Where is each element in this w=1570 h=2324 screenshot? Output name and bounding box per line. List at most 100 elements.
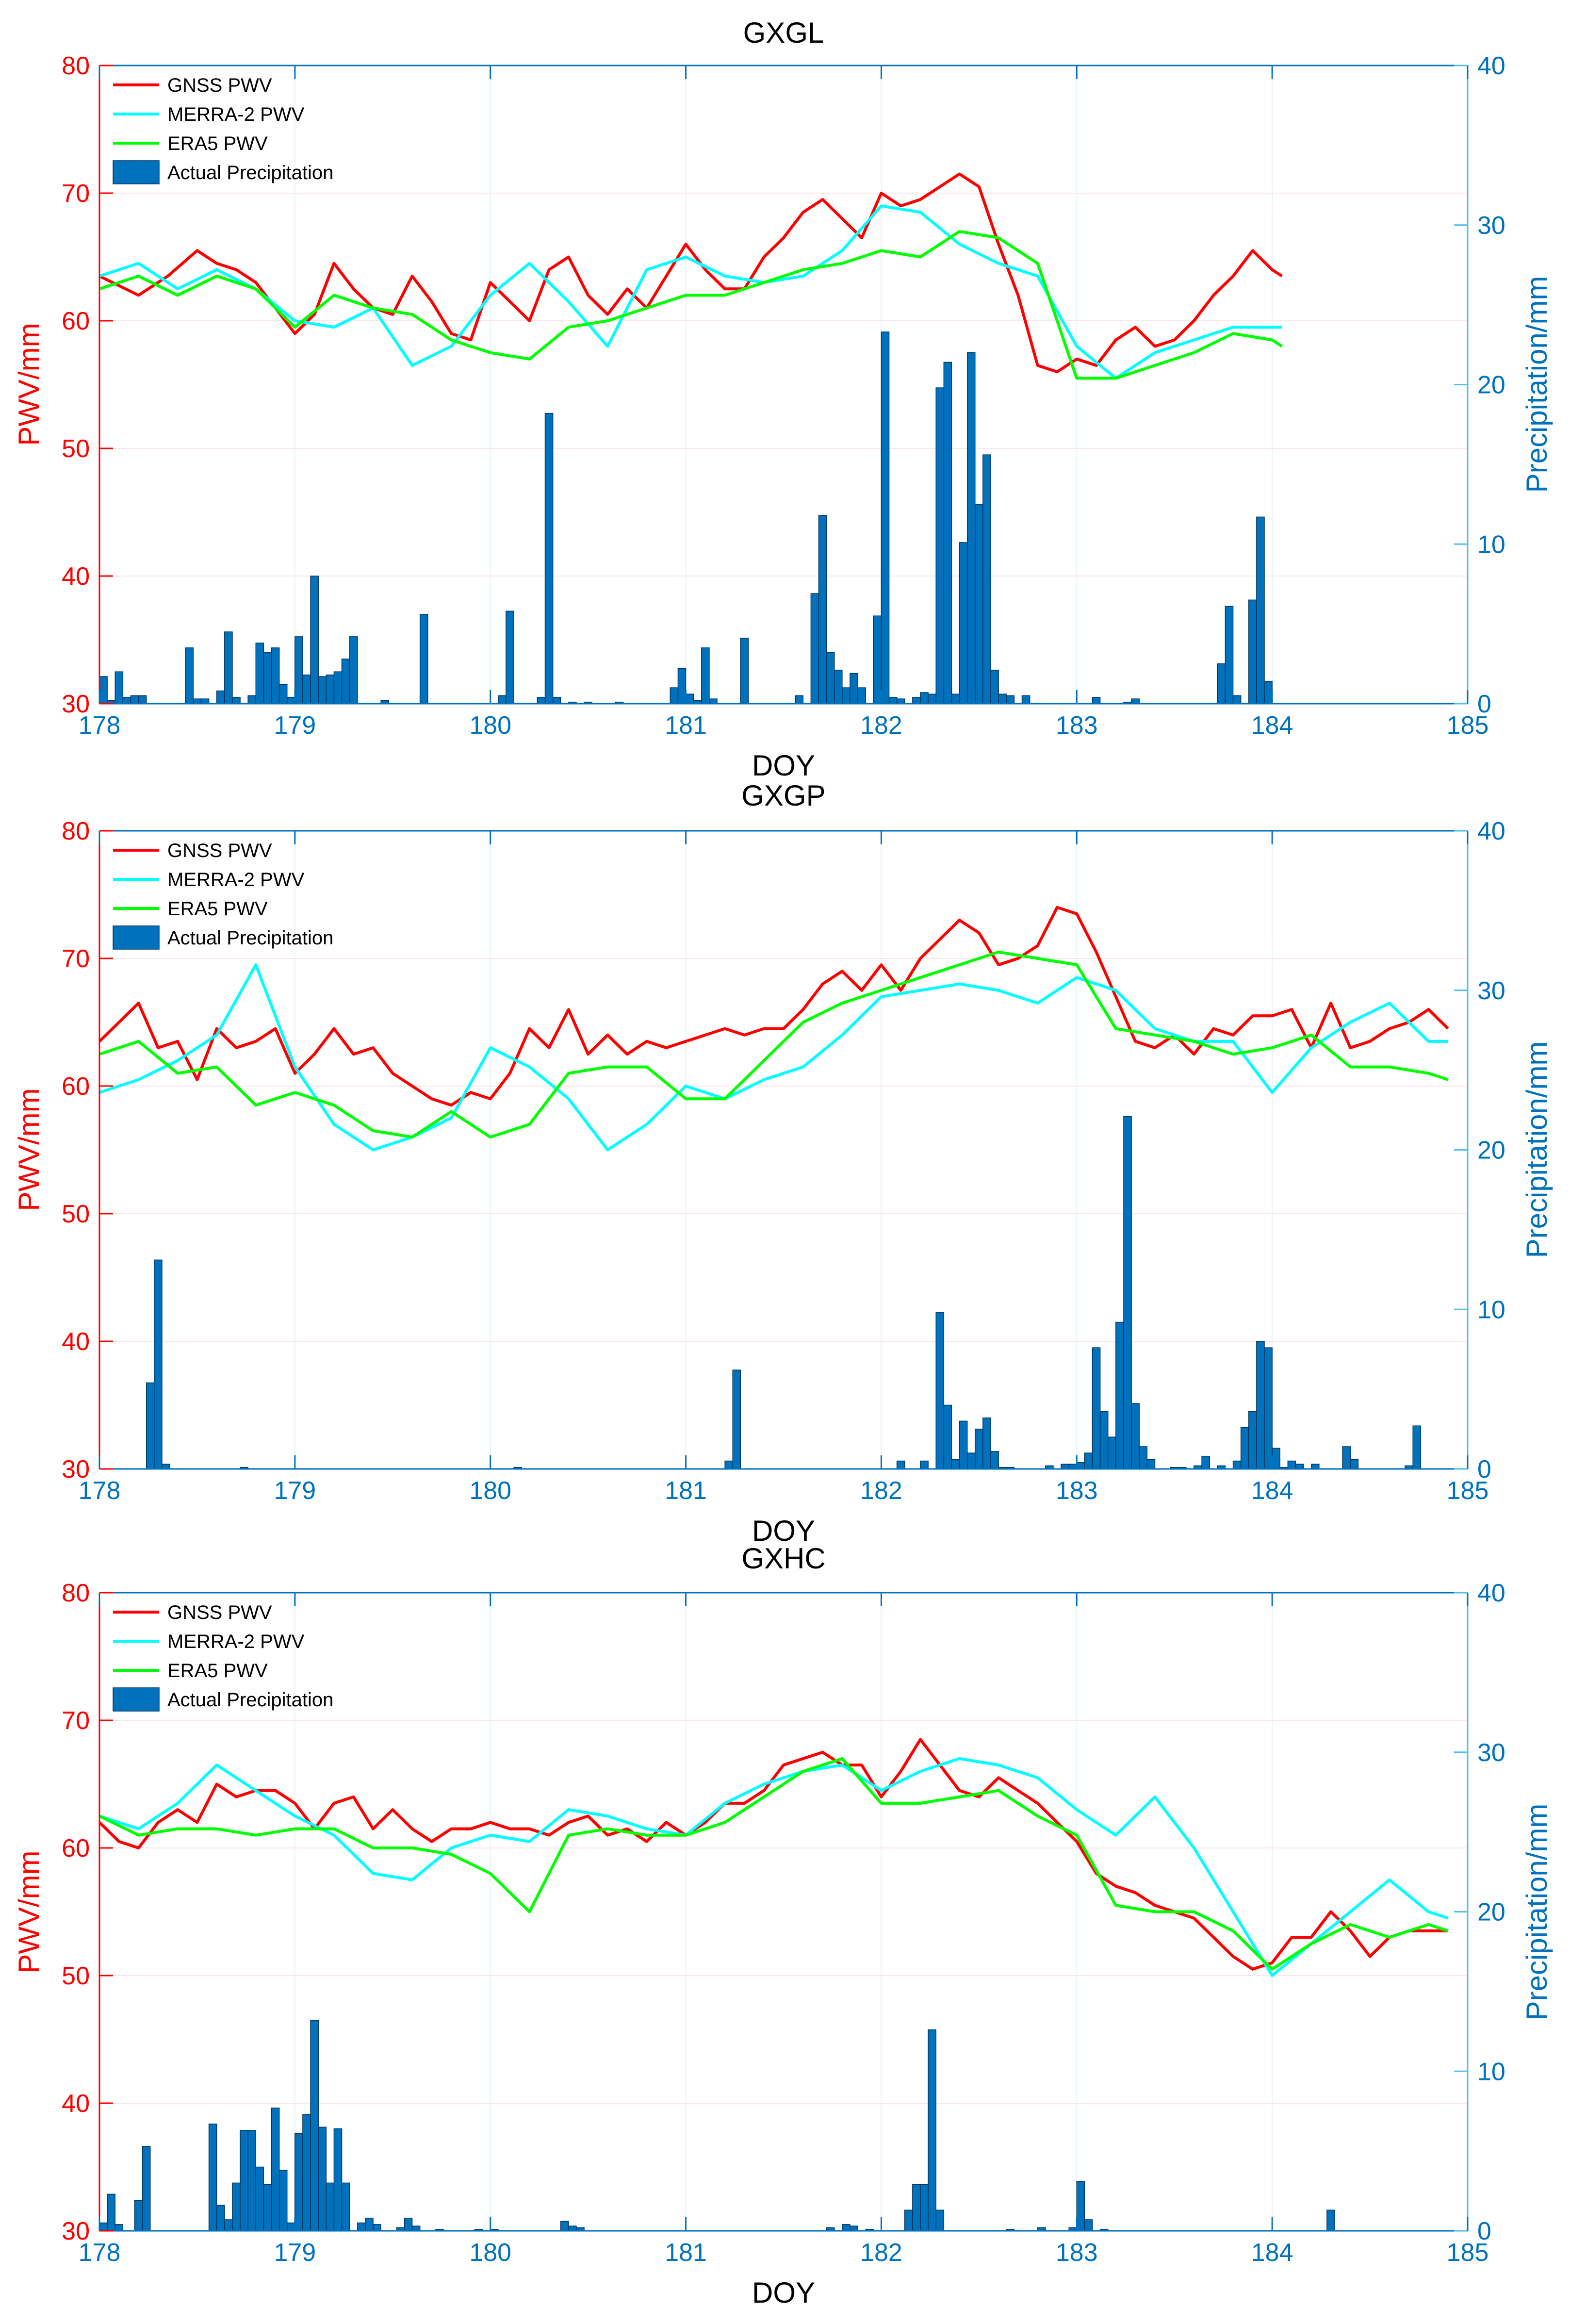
precip-bar xyxy=(278,2170,288,2231)
pwv-lines xyxy=(98,906,1449,1152)
y-tick-label-left: 30 xyxy=(62,690,90,718)
precip-bar xyxy=(701,647,710,704)
precip-bar xyxy=(818,515,827,704)
precipitation-bars xyxy=(146,1116,1422,1469)
precip-bar xyxy=(326,2182,335,2231)
y-tick-label-left: 50 xyxy=(62,1962,90,1990)
y-tick-label-left: 60 xyxy=(62,1834,90,1862)
precip-bar xyxy=(134,2200,143,2231)
x-tick-label: 179 xyxy=(274,2239,316,2267)
precip-bar xyxy=(373,2224,381,2231)
precip-bar xyxy=(912,2184,921,2231)
y-tick-label-left: 40 xyxy=(62,1328,90,1356)
era5-pwv-line xyxy=(99,230,1283,380)
precip-bar xyxy=(928,2029,936,2231)
precip-bar xyxy=(975,504,983,704)
precip-bar xyxy=(1217,663,1226,704)
precip-bar xyxy=(826,652,835,704)
precip-bar xyxy=(881,331,890,704)
gnss-pwv-line xyxy=(98,1738,1448,1971)
precipitation-bars xyxy=(99,331,1273,704)
y-tick-label-right: 10 xyxy=(1477,2058,1505,2086)
precip-bar xyxy=(990,670,999,704)
x-tick-label: 182 xyxy=(860,2239,902,2267)
precip-bar xyxy=(224,2219,233,2231)
era5-pwv-line xyxy=(99,950,1449,1139)
legend-merra2: MERRA-2 PWV xyxy=(113,869,305,890)
y-tick-label-left: 80 xyxy=(62,52,90,80)
precip-bar xyxy=(1350,1459,1359,1469)
legend-bar-swatch xyxy=(113,160,160,184)
precip-bar xyxy=(904,2209,913,2231)
y-tick-label-right: 40 xyxy=(1477,52,1505,80)
precip-bar xyxy=(99,676,108,704)
pwv-lines xyxy=(98,172,1283,380)
precip-bar xyxy=(404,2217,413,2231)
legend-label: MERRA-2 PWV xyxy=(167,869,305,890)
y-tick-label-right: 30 xyxy=(1477,977,1505,1005)
precip-bar xyxy=(255,643,264,704)
x-tick-label: 182 xyxy=(860,1477,902,1505)
plot-area xyxy=(99,66,1468,704)
precip-bar xyxy=(685,693,694,704)
legend-gnss: GNSS PWV xyxy=(113,1602,272,1623)
precip-bar xyxy=(1264,681,1273,704)
precip-bar xyxy=(1256,516,1265,704)
precip-bar xyxy=(240,2130,248,2231)
precip-bar xyxy=(920,692,929,704)
legend-merra2: MERRA-2 PWV xyxy=(113,1631,305,1652)
x-tick-label: 178 xyxy=(79,1477,121,1505)
precip-bar xyxy=(107,2193,115,2231)
y-tick-label-left: 30 xyxy=(62,1455,90,1483)
y-tick-label-left: 60 xyxy=(62,1072,90,1101)
y-tick-label-right: 20 xyxy=(1477,371,1505,399)
x-tick-label: 180 xyxy=(469,1477,511,1505)
y-tick-label-right: 10 xyxy=(1477,530,1505,559)
precip-bar xyxy=(185,647,194,704)
panel-title: GXHC xyxy=(741,1542,825,1575)
legend-bar-swatch xyxy=(113,925,160,950)
y-axis-label-left: PWV/mm xyxy=(13,1088,45,1211)
merra2-pwv-line xyxy=(99,1757,1449,1977)
precip-bar xyxy=(1115,1321,1124,1469)
precip-bar xyxy=(912,697,921,704)
x-tick-label: 184 xyxy=(1251,711,1293,740)
panel-gxhc: GXHC DOY PWV/mm Precipitation/mm 30 40 50 6… xyxy=(13,1542,1553,2309)
precip-bar xyxy=(1021,695,1030,704)
plot-area xyxy=(99,831,1468,1469)
legend-bar-swatch xyxy=(113,1687,160,1712)
precip-bar xyxy=(302,675,311,704)
x-tick-label: 181 xyxy=(665,1477,707,1505)
precip-bar xyxy=(842,687,850,704)
precip-bar xyxy=(506,610,514,704)
precip-bar xyxy=(318,2126,327,2231)
x-tick-label: 184 xyxy=(1251,1477,1293,1505)
precip-bar xyxy=(224,631,233,704)
x-tick-label: 181 xyxy=(665,2239,707,2267)
precip-bar xyxy=(142,2146,151,2231)
legend-gnss: GNSS PWV xyxy=(113,75,272,96)
precip-bar xyxy=(920,1460,929,1469)
x-tick-label: 180 xyxy=(469,2239,511,2267)
precip-bar xyxy=(294,2133,303,2231)
precip-bar xyxy=(920,2184,929,2231)
precip-bar xyxy=(146,1382,155,1469)
precip-bar xyxy=(552,697,561,704)
y-tick-label-right: 20 xyxy=(1477,1137,1505,1165)
precip-bar xyxy=(935,1312,945,1469)
precip-bar xyxy=(1225,606,1234,704)
precip-bar xyxy=(286,2222,295,2231)
legend-precip: Actual Precipitation xyxy=(113,160,333,184)
legend-label: Actual Precipitation xyxy=(167,1689,333,1711)
precip-bar xyxy=(842,2224,850,2231)
precip-bar xyxy=(365,2217,374,2231)
legend: GNSS PWV MERRA-2 PWV ERA5 PWV Actual Precip… xyxy=(113,1602,333,1712)
merra2-pwv-line xyxy=(99,963,1448,1152)
precip-bar xyxy=(928,693,936,704)
precip-bar xyxy=(951,1459,960,1469)
precip-bar xyxy=(1131,1403,1140,1469)
y-tick-label-right: 40 xyxy=(1477,817,1505,845)
x-tick-label: 181 xyxy=(665,711,707,740)
y-tick-label-left: 80 xyxy=(62,1579,90,1607)
precip-bar xyxy=(966,1452,976,1469)
